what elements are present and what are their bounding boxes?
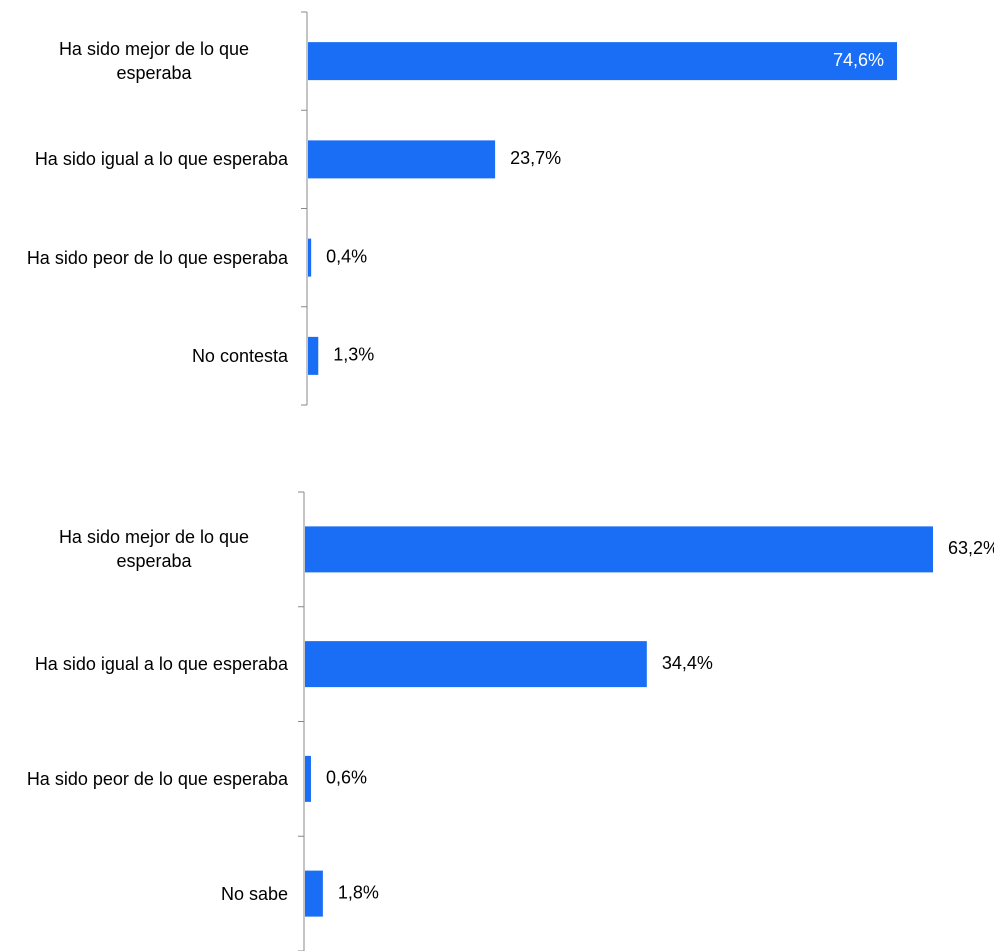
value-label: 0,6% [326,768,367,788]
value-label: 23,7% [510,148,561,168]
bar [308,238,312,277]
category-label: Ha sido mejor de lo que esperaba [0,12,288,110]
category-text: Ha sido peor de lo que esperaba [26,768,288,789]
value-label: 74,6% [833,50,884,70]
category-text: Ha sido peor de lo que esperaba [26,247,288,268]
category-text: Ha sido igual a lo que esperaba [34,149,288,170]
bar [308,336,319,375]
value-label: 1,3% [333,345,374,365]
value-label: 34,4% [662,653,713,673]
value-label: 63,2% [948,538,994,558]
category-label: Ha sido igual a lo que esperaba [0,110,288,208]
category-text: No contesta [191,345,288,366]
category-label: No contesta [0,307,288,405]
bar [305,755,311,802]
category-text: Ha sido mejor de lo que esperaba [58,39,250,84]
category-label: Ha sido igual a lo que esperaba [0,607,288,722]
value-label: 1,8% [338,882,379,902]
bar [305,526,933,573]
category-label: Ha sido peor de lo que esperaba [0,722,288,837]
category-label: No sabe [0,836,288,951]
value-label: 0,4% [326,246,367,266]
bar [305,870,323,917]
category-label: Ha sido peor de lo que esperaba [0,209,288,307]
category-label: Ha sido mejor de lo que esperaba [0,492,288,607]
bar [305,641,647,688]
category-text: Ha sido igual a lo que esperaba [34,654,288,675]
category-text: Ha sido mejor de lo que esperaba [58,527,250,572]
category-text: No sabe [220,883,288,904]
bar [308,42,897,81]
bar [308,140,496,179]
